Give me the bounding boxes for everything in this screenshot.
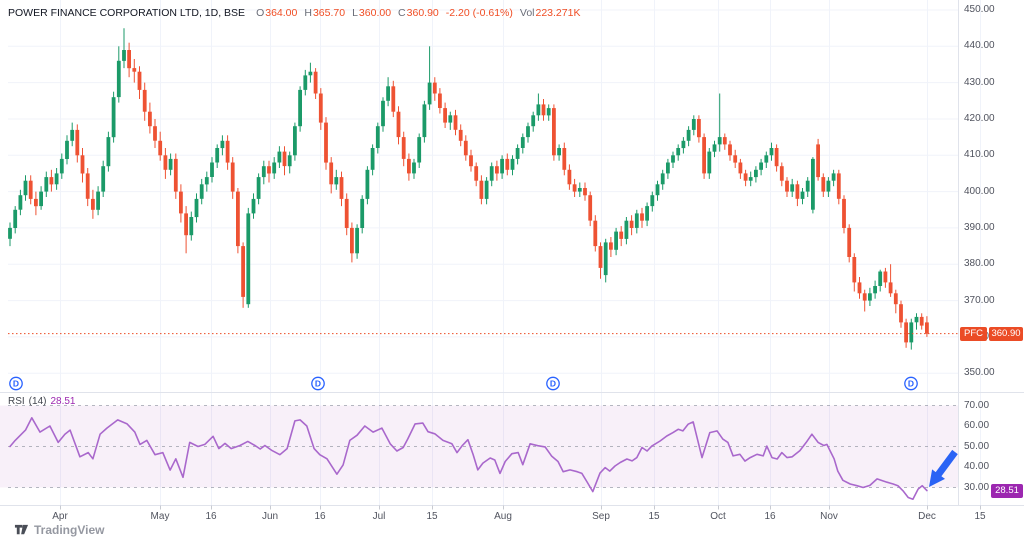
price-axis-label: 370.00: [964, 295, 995, 306]
rsi-axis-label: 30.00: [964, 482, 990, 493]
ohlc-field-label: O: [256, 7, 265, 19]
time-axis-label: 15: [974, 511, 986, 522]
price-axis-label: 400.00: [964, 186, 995, 197]
ohlc-field-value: 223.271K: [535, 7, 581, 19]
price-axis-label: 450.00: [964, 4, 995, 15]
time-axis-label: Sep: [592, 511, 610, 522]
time-axis-label: Apr: [52, 511, 68, 522]
price-axis-label: 410.00: [964, 149, 995, 160]
ohlc-field: H 365.70: [304, 7, 345, 19]
ohlc-field-label: L: [352, 7, 358, 19]
tradingview-logo-text: TradingView: [34, 522, 105, 537]
symbol-title: POWER FINANCE CORPORATION LTD, 1D, BSE: [8, 7, 246, 19]
rsi-params: (14): [28, 396, 47, 407]
time-axis-label: Dec: [918, 511, 936, 522]
svg-text:D: D: [13, 379, 19, 389]
ohlc-field-label: Vol: [519, 7, 535, 19]
ohlc-field-value: 360.00: [358, 7, 392, 19]
price-axis-label: 430.00: [964, 77, 995, 88]
ohlc-field-value: 365.70: [312, 7, 346, 19]
ohlc-field: C 360.90: [398, 7, 439, 19]
ohlc-field: L 360.00: [352, 7, 391, 19]
price-axis-label: 440.00: [964, 40, 995, 51]
rsi-indicator-legend[interactable]: RSI (14) 28.51: [8, 396, 76, 407]
price-axis-label: 420.00: [964, 113, 995, 124]
last-price-badge: 360.90: [989, 327, 1023, 341]
dividend-marker[interactable]: D: [904, 376, 918, 391]
price-axis-label: 390.00: [964, 222, 995, 233]
ohlc-field: -2.20 (-0.61%): [446, 7, 513, 19]
arrow-annotation[interactable]: [929, 449, 958, 487]
time-axis-label: May: [150, 511, 170, 522]
time-axis-label: 16: [314, 511, 326, 522]
dividend-marker[interactable]: D: [9, 376, 23, 391]
ohlc-field-label: H: [304, 7, 312, 19]
rsi-value-badge: 28.51: [991, 484, 1023, 498]
tradingview-logo-icon: [14, 524, 29, 535]
ohlc-field: O 364.00: [256, 7, 297, 19]
price-axis-label: 380.00: [964, 258, 995, 269]
time-axis-label: 16: [764, 511, 776, 522]
time-axis-label: Jun: [261, 511, 279, 522]
svg-text:D: D: [315, 379, 321, 389]
svg-text:D: D: [550, 379, 556, 389]
time-axis-label: Nov: [820, 511, 838, 522]
time-axis-label: 16: [205, 511, 217, 522]
dividend-marker[interactable]: D: [311, 376, 325, 391]
rsi-axis-label: 40.00: [964, 461, 990, 472]
time-axis-label: 15: [426, 511, 438, 522]
rsi-axis-label: 60.00: [964, 420, 990, 431]
time-axis-label: 15: [648, 511, 660, 522]
ohlc-readout: O 364.00 H 365.70 L 360.00 C 360.90 -2.20 (-0.61…: [256, 7, 580, 19]
dividend-marker[interactable]: D: [546, 376, 560, 391]
ohlc-field-label: C: [398, 7, 406, 19]
ohlc-field-value: 364.00: [265, 7, 298, 19]
rsi-value: 28.51: [50, 396, 76, 407]
price-axis-label: 350.00: [964, 367, 995, 378]
candlestick-series: [8, 28, 929, 350]
time-axis-label: Aug: [494, 511, 512, 522]
tradingview-logo[interactable]: TradingView: [14, 522, 104, 537]
ohlc-field: Vol 223.271K: [520, 7, 581, 19]
ohlc-field-value: -2.20 (-0.61%): [445, 7, 513, 19]
rsi-axis-label: 50.00: [964, 441, 990, 452]
symbol-legend[interactable]: POWER FINANCE CORPORATION LTD, 1D, BSE O…: [8, 7, 580, 19]
ohlc-field-value: 360.90: [406, 7, 439, 19]
svg-text:D: D: [908, 379, 914, 389]
time-axis-label: Jul: [372, 511, 386, 522]
symbol-price-badge: PFC: [960, 327, 987, 341]
time-axis-label: Oct: [710, 511, 726, 522]
rsi-label: RSI: [8, 396, 25, 407]
rsi-line: [9, 416, 928, 501]
rsi-axis-label: 70.00: [964, 400, 990, 411]
